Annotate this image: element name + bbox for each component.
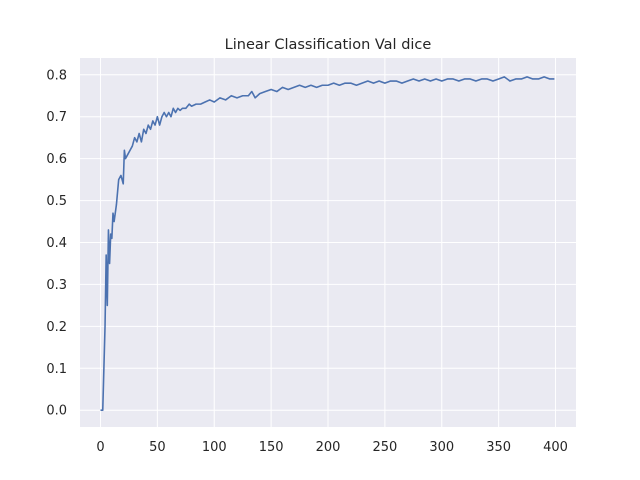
y-tick-labels: 0.0 0.1 0.2 0.3 0.4 0.5 0.6 0.7 0.8	[46, 68, 67, 418]
y-tick-label: 0.6	[46, 152, 67, 167]
x-tick-label: 250	[372, 440, 397, 455]
y-tick-label: 0.8	[46, 68, 67, 83]
y-tick-label: 0.7	[46, 110, 67, 125]
x-tick-label: 100	[202, 440, 227, 455]
x-tick-label: 350	[486, 440, 511, 455]
x-tick-label: 50	[149, 440, 166, 455]
grid-lines	[80, 58, 576, 427]
y-tick-label: 0.4	[46, 236, 67, 251]
x-tick-label: 400	[543, 440, 568, 455]
chart-title: Linear Classification Val dice	[225, 37, 432, 53]
x-tick-labels: 0 50 100 150 200 250 300 350 400	[96, 440, 568, 455]
series-line	[100, 76, 555, 412]
y-tick-label: 0.5	[46, 194, 67, 209]
y-tick-label: 0.3	[46, 278, 67, 293]
y-tick-label: 0.0	[46, 404, 67, 419]
x-tick-label: 0	[96, 440, 104, 455]
y-tick-label: 0.1	[46, 362, 67, 377]
x-tick-label: 200	[316, 440, 341, 455]
x-tick-label: 150	[259, 440, 284, 455]
y-tick-label: 0.2	[46, 320, 67, 335]
x-tick-label: 300	[429, 440, 454, 455]
